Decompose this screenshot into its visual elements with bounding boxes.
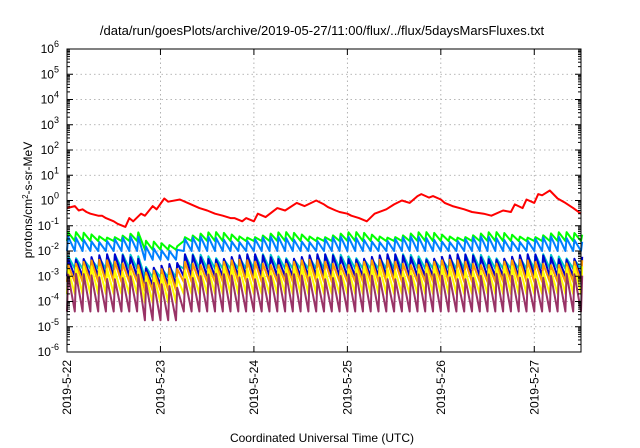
x-axis-label: Coordinated Universal Time (UTC)	[230, 431, 414, 445]
y-tick-label: 102	[41, 140, 59, 157]
y-tick-label: 10-6	[38, 342, 59, 359]
y-tick-labels: 10610510410310210110010-110-210-310-410-…	[38, 39, 59, 359]
y-axis-label-sup: 2	[21, 194, 30, 199]
y-tick-label: 106	[41, 39, 59, 56]
y-tick-label-exp: -5	[51, 317, 59, 327]
y-tick-label-base: 10	[38, 269, 52, 283]
series-line-2	[66, 235, 584, 261]
series-line-0	[66, 189, 582, 228]
y-axis-label-rest: -s-sr-MeV	[21, 142, 35, 195]
series-group	[66, 189, 584, 322]
y-tick-label: 10-3	[38, 266, 59, 283]
y-tick-label-exp: -1	[51, 216, 59, 226]
y-tick-label-base: 10	[38, 320, 52, 334]
y-tick-label: 10-2	[38, 241, 59, 258]
y-tick-label: 103	[41, 115, 59, 132]
x-tick-label: 2019-5-22	[60, 360, 74, 415]
y-tick-label-exp: 6	[54, 39, 59, 49]
y-tick-label-base: 10	[38, 219, 52, 233]
y-tick-label-exp: -2	[51, 241, 59, 251]
y-tick-label-base: 10	[38, 345, 52, 359]
y-tick-label: 10-4	[38, 292, 59, 309]
y-tick-label-exp: 4	[54, 90, 59, 100]
y-axis-label-base: protons/cm	[21, 199, 35, 258]
y-tick-label-exp: -4	[51, 292, 59, 302]
x-tick-label: 2019-5-24	[247, 360, 261, 415]
y-tick-label-exp: 0	[54, 191, 59, 201]
y-tick-label-base: 10	[38, 295, 52, 309]
x-tick-label: 2019-5-23	[153, 360, 167, 415]
y-tick-label-base: 10	[41, 143, 55, 157]
y-tick-label-exp: -6	[51, 342, 59, 352]
y-tick-label-base: 10	[41, 194, 55, 208]
x-tick-label: 2019-5-25	[340, 360, 354, 415]
x-tick-labels: 2019-5-22 2019-5-23 2019-5-24 2019-5-25 2019…	[60, 360, 541, 415]
y-tick-label-base: 10	[41, 118, 55, 132]
y-tick-label: 101	[41, 165, 59, 182]
ticks	[66, 48, 581, 353]
x-tick-label: 2019-5-26	[434, 360, 448, 415]
y-tick-label-base: 10	[38, 244, 52, 258]
y-tick-label-base: 10	[41, 42, 55, 56]
y-tick-label: 10-1	[38, 216, 59, 233]
y-tick-label: 100	[41, 191, 59, 208]
y-tick-label-base: 10	[41, 168, 55, 182]
y-tick-label-exp: 3	[54, 115, 59, 125]
series-line-7	[66, 272, 584, 322]
y-tick-label-exp: 5	[54, 64, 59, 74]
y-tick-label-exp: 2	[54, 140, 59, 150]
x-tick-label: 2019-5-27	[527, 360, 541, 415]
y-tick-label-base: 10	[41, 67, 55, 81]
y-tick-label-exp: 1	[54, 165, 59, 175]
chart-title: /data/run/goesPlots/archive/2019-05-27/1…	[100, 23, 545, 38]
y-tick-label-exp: -3	[51, 266, 59, 276]
y-tick-label: 10-5	[38, 317, 59, 334]
y-tick-label: 105	[41, 64, 59, 81]
y-axis-label: protons/cm2-s-sr-MeV	[21, 142, 36, 258]
y-tick-label: 104	[41, 90, 59, 107]
y-tick-label-base: 10	[41, 93, 55, 107]
